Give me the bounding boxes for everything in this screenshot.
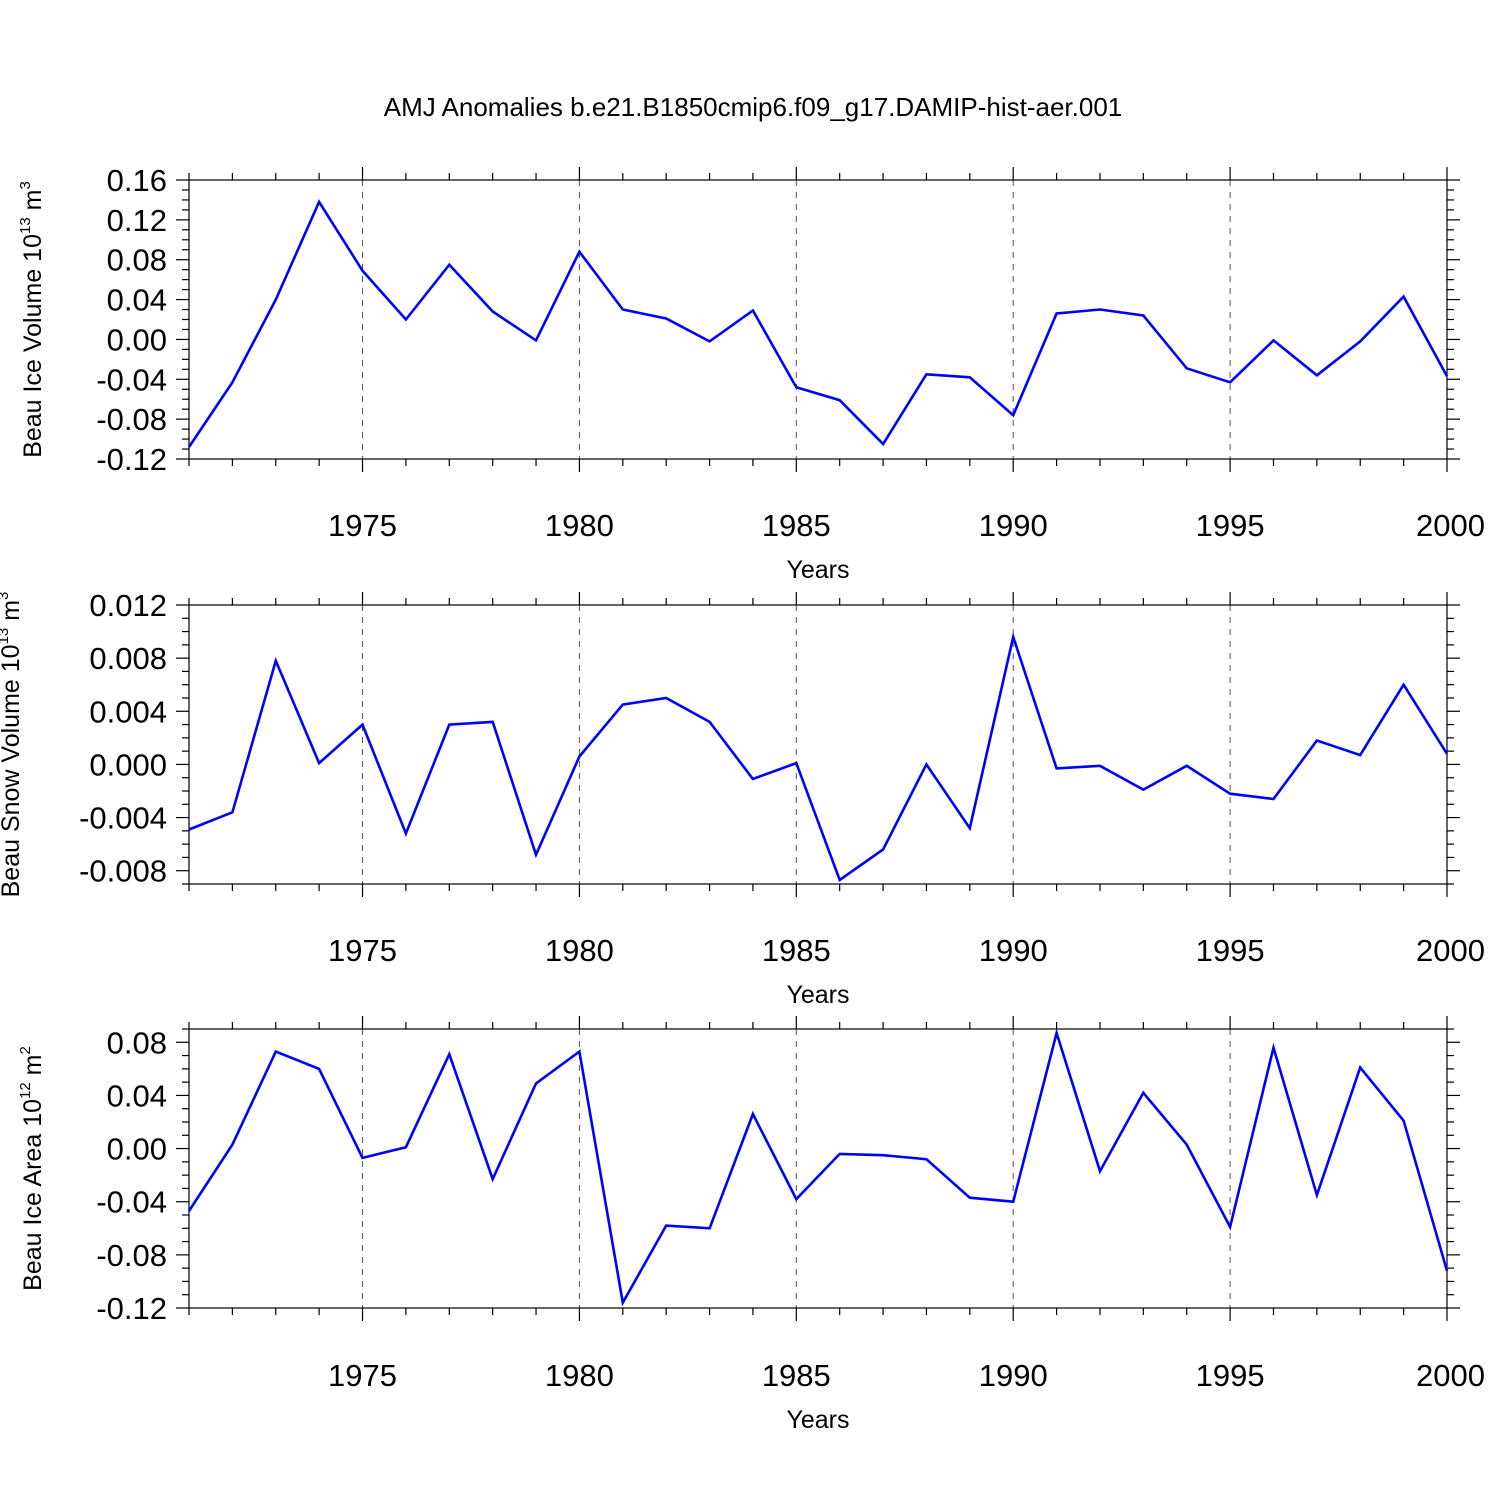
x-tick-label: 1990 — [979, 933, 1048, 968]
chart-panel-1: -0.12 -0.08 -0.04 0.00 0.04 0.08 0.12 0.16 1975 1… — [17, 163, 1485, 584]
plot-frame — [188, 604, 1448, 885]
x-tick-label: 2000 — [1416, 933, 1485, 968]
y-tick-label: 0.012 — [89, 588, 167, 623]
plot-frame — [188, 179, 1448, 460]
chart-panel-3: -0.12 -0.08 -0.04 0.00 0.04 0.08 1975 1980 1985 1… — [17, 1016, 1485, 1434]
y-tick-label: -0.004 — [79, 801, 167, 836]
y-tick-label: -0.12 — [96, 442, 167, 477]
x-axis-title: Years — [786, 556, 849, 584]
y-axis-title: Beau Ice Volume 1013 m3 — [17, 181, 47, 458]
x-tick-label: 2000 — [1416, 508, 1485, 543]
y-tick-label: -0.008 — [79, 854, 167, 889]
y-tick-label: -0.04 — [96, 1185, 167, 1220]
chart-panel-2: -0.008 -0.004 0.000 0.004 0.008 0.012 1975 1980… — [0, 588, 1485, 1009]
plot-frame — [188, 1028, 1448, 1309]
y-tick-label: 0.16 — [107, 163, 167, 198]
chart-panels: -0.12 -0.08 -0.04 0.00 0.04 0.08 0.12 0.16 1975 1… — [0, 163, 1485, 1434]
y-tick-label: 0.12 — [107, 203, 167, 238]
x-axis-title: Years — [786, 981, 849, 1009]
x-tick-label: 1980 — [545, 1358, 614, 1393]
y-tick-label: 0.04 — [107, 283, 167, 318]
x-tick-label: 1985 — [762, 1358, 831, 1393]
x-tick-label: 1980 — [545, 933, 614, 968]
figure-title: AMJ Anomalies b.e21.B1850cmip6.f09_g17.D… — [384, 92, 1123, 122]
y-tick-label: -0.12 — [96, 1291, 167, 1326]
x-tick-label: 1995 — [1196, 1358, 1265, 1393]
x-tick-label: 1980 — [545, 508, 614, 543]
x-tick-label: 1985 — [762, 508, 831, 543]
y-tick-label: 0.04 — [107, 1078, 167, 1113]
y-tick-label: -0.08 — [96, 402, 167, 437]
series-line — [187, 1028, 1449, 1307]
x-tick-label: 1975 — [328, 508, 397, 543]
x-tick-label: 1975 — [328, 1358, 397, 1393]
x-tick-label: 1990 — [979, 508, 1048, 543]
y-tick-label: 0.08 — [107, 243, 167, 278]
x-axis-title: Years — [786, 1406, 849, 1434]
x-tick-label: 1995 — [1196, 508, 1265, 543]
series-line — [187, 199, 1449, 448]
y-tick-label: -0.04 — [96, 362, 167, 397]
x-tick-label: 1975 — [328, 933, 397, 968]
y-tick-label: 0.08 — [107, 1025, 167, 1060]
series-line — [188, 632, 1449, 883]
y-tick-label: 0.004 — [89, 694, 167, 729]
y-tick-label: 0.008 — [89, 641, 167, 676]
y-axis-title: Beau Ice Area 1012 m2 — [17, 1046, 47, 1291]
y-axis-title: Beau Snow Volume 1013 m3 — [0, 592, 25, 898]
y-tick-label: 0.000 — [89, 747, 167, 782]
x-tick-label: 1995 — [1196, 933, 1265, 968]
x-tick-label: 1990 — [979, 1358, 1048, 1393]
x-tick-label: 1985 — [762, 933, 831, 968]
y-tick-label: -0.08 — [96, 1238, 167, 1273]
x-tick-label: 2000 — [1416, 1358, 1485, 1393]
y-tick-label: 0.00 — [107, 322, 167, 357]
y-tick-label: 0.00 — [107, 1132, 167, 1167]
